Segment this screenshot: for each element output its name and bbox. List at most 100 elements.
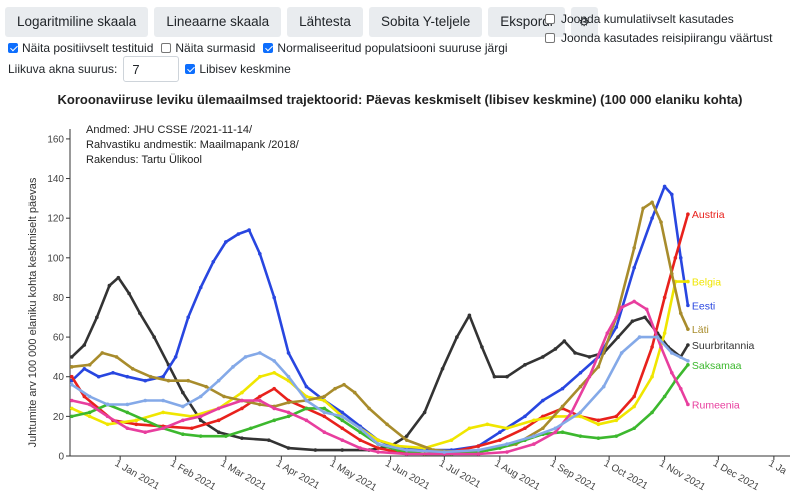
data-point-eesti: [632, 265, 636, 270]
y-tick-label: 80: [53, 293, 65, 304]
show-positive-label: Näita positiivselt testituid: [22, 41, 154, 55]
data-point-series-7: [322, 410, 327, 415]
data-point-rumeenia: [619, 305, 624, 310]
data-point-saksamaa: [596, 436, 601, 440]
window-size-label: Liikuva akna suurus:: [8, 62, 118, 76]
normalize-label: Normaliseeritud populatsiooni suuruse jä…: [277, 41, 508, 55]
reset-button[interactable]: Lähtesta: [287, 7, 363, 37]
moving-average-option[interactable]: Libisev keskmine: [185, 62, 291, 76]
show-deaths-checkbox[interactable]: [161, 43, 172, 53]
data-point-suurbritannia: [553, 347, 558, 351]
moving-average-checkbox[interactable]: [185, 64, 196, 74]
data-point-eesti: [578, 370, 583, 375]
data-point-austria: [498, 438, 502, 442]
x-tick-label: 1 Apr 2021: [274, 458, 322, 492]
data-point-series-7: [532, 434, 536, 438]
data-point-series-7: [87, 394, 92, 399]
data-point-läti: [166, 378, 171, 383]
align-cumulative-option[interactable]: Joonda kumulatiivselt kasutades: [545, 9, 772, 28]
annotation-text: Rahvastiku andmestik: Maailmapank /2018/: [86, 139, 300, 151]
data-point-suurbritannia: [630, 319, 635, 324]
data-point-austria: [632, 394, 636, 399]
x-tick-label: 1 Sep 2021: [548, 458, 598, 493]
data-point-suurbritannia: [240, 436, 244, 440]
data-point-suurbritannia: [686, 343, 690, 347]
data-point-saksamaa: [87, 410, 92, 415]
data-point-rumeenia: [632, 299, 636, 304]
series-line-eesti: [70, 185, 690, 452]
chart-title: Koroonaviiruse leviku ülemaailmsed traje…: [57, 92, 743, 107]
data-point-austria: [69, 374, 74, 379]
show-deaths-option[interactable]: Näita surmasid: [161, 41, 255, 55]
data-point-rumeenia: [569, 410, 574, 415]
data-point-suurbritannia: [127, 291, 131, 296]
align-travel-checkbox[interactable]: [545, 32, 555, 43]
log-scale-button[interactable]: Logaritmiline skaala: [5, 7, 149, 37]
data-point-rumeenia: [69, 398, 74, 403]
data-point-rumeenia: [258, 398, 262, 403]
data-point-saksamaa: [181, 432, 185, 437]
data-point-austria: [340, 426, 345, 431]
data-point-austria: [216, 418, 221, 423]
data-point-saksamaa: [650, 410, 654, 415]
data-point-suurbritannia: [82, 343, 87, 347]
series-label-austria: Austria: [692, 209, 725, 221]
data-point-eesti: [272, 295, 276, 300]
series-label-belgia: Belgia: [692, 277, 721, 289]
x-tick-label: 1 Jun 2021: [383, 458, 432, 492]
data-point-eesti: [286, 351, 291, 355]
data-point-läti: [367, 406, 371, 411]
y-tick-label: 0: [58, 452, 64, 463]
data-point-rumeenia: [686, 402, 690, 407]
data-point-series-7: [105, 402, 110, 407]
show-positive-checkbox[interactable]: [8, 43, 18, 53]
normalize-option[interactable]: Normaliseeritud populatsiooni suuruse jä…: [263, 41, 508, 55]
data-point-eesti: [686, 303, 690, 308]
data-point-saksamaa: [224, 434, 228, 438]
data-point-series-7: [601, 384, 606, 389]
data-point-saksamaa: [686, 363, 690, 367]
data-point-rumeenia: [587, 374, 592, 379]
data-point-läti: [578, 384, 583, 389]
data-point-suurbritannia: [587, 355, 592, 359]
data-point-läti: [686, 327, 690, 331]
data-point-läti: [114, 355, 119, 359]
data-point-saksamaa: [249, 426, 253, 431]
data-point-series-7: [505, 442, 509, 446]
data-point-rumeenia: [678, 386, 683, 391]
fit-y-button[interactable]: Sobita Y-teljele: [368, 7, 483, 37]
data-point-series-7: [553, 426, 558, 431]
data-point-eesti: [236, 232, 241, 236]
data-point-läti: [333, 386, 337, 391]
window-size-input[interactable]: [123, 56, 180, 82]
linear-scale-button[interactable]: Lineaarne skaala: [154, 7, 282, 37]
show-deaths-label: Näita surmasid: [175, 41, 256, 55]
data-point-belgia: [240, 390, 244, 395]
data-point-series-7: [304, 398, 309, 403]
x-tick-label: 1 Mar 2021: [218, 458, 268, 493]
data-point-eesti: [125, 374, 130, 379]
data-point-series-7: [669, 351, 674, 355]
data-point-rumeenia: [143, 430, 148, 435]
normalize-checkbox[interactable]: [263, 43, 274, 53]
data-point-suurbritannia: [107, 283, 112, 288]
data-point-eesti: [650, 216, 654, 220]
data-point-series-7: [198, 394, 203, 399]
align-cumulative-checkbox[interactable]: [545, 13, 555, 24]
data-point-suurbritannia: [616, 335, 620, 339]
align-travel-option[interactable]: Joonda kasutades reisipiirangu väärtust: [545, 28, 772, 47]
data-point-rumeenia: [476, 452, 481, 456]
data-point-eesti: [340, 410, 345, 415]
data-point-läti: [186, 378, 191, 383]
data-point-belgia: [69, 406, 74, 411]
data-point-rumeenia: [87, 402, 92, 407]
data-point-läti: [352, 390, 357, 395]
data-point-eesti: [662, 184, 667, 189]
settings-button[interactable]: ⚙: [570, 7, 598, 37]
show-positive-option[interactable]: Näita positiivselt testituid: [8, 41, 153, 55]
data-point-läti: [286, 400, 291, 405]
x-tick-label: 1 Nov 2021: [657, 458, 707, 493]
data-point-saksamaa: [286, 414, 291, 419]
data-point-suurbritannia: [286, 446, 291, 450]
